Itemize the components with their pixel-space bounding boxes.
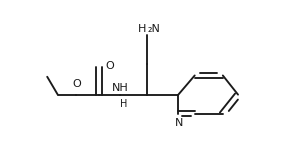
Text: ₂N: ₂N <box>147 24 160 34</box>
Text: N: N <box>175 118 184 128</box>
Text: H: H <box>120 99 128 109</box>
Text: O: O <box>105 61 114 71</box>
Text: H: H <box>138 24 147 34</box>
Text: O: O <box>72 79 81 89</box>
Text: NH: NH <box>111 83 128 93</box>
